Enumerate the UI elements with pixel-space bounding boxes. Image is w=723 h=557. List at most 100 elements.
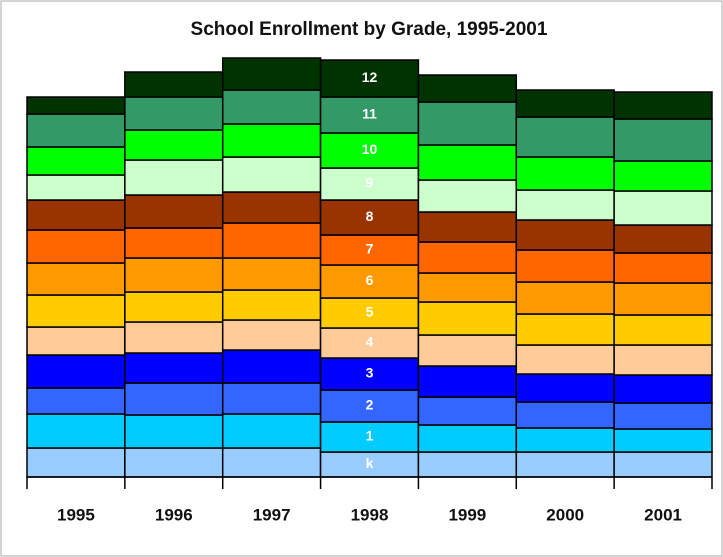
bar-segment bbox=[124, 352, 224, 384]
bar-segment bbox=[124, 291, 224, 323]
segment-label: 12 bbox=[362, 69, 378, 85]
x-tick-label: 1995 bbox=[57, 505, 95, 524]
bar-segment bbox=[515, 427, 615, 453]
segment-label: 4 bbox=[366, 334, 374, 350]
bar-segment bbox=[613, 428, 713, 453]
x-tick-label: 1997 bbox=[253, 505, 291, 524]
x-tick-label: 2001 bbox=[644, 505, 682, 524]
bar-segment bbox=[221, 382, 322, 415]
x-tick-label: 1996 bbox=[155, 505, 193, 524]
bar-segment bbox=[613, 252, 713, 284]
bar-segment bbox=[319, 199, 420, 236]
segment-label: 7 bbox=[366, 241, 374, 257]
segment-label: k bbox=[366, 455, 374, 471]
bar-segment bbox=[417, 74, 518, 103]
x-tick-label: 2000 bbox=[546, 505, 584, 524]
bar-segment bbox=[515, 89, 615, 118]
bar-segment bbox=[613, 160, 713, 192]
bar-segment bbox=[613, 402, 713, 430]
bar-segment bbox=[26, 199, 126, 231]
bar-segment bbox=[417, 241, 518, 274]
bar-segment bbox=[319, 59, 420, 98]
segment-label: 8 bbox=[366, 208, 374, 224]
bar-segment bbox=[124, 447, 224, 478]
bar-segment bbox=[515, 313, 615, 346]
bar-segment bbox=[613, 314, 713, 346]
bar-segment bbox=[124, 321, 224, 354]
bar-segment bbox=[221, 349, 322, 384]
bar-segment bbox=[613, 451, 713, 478]
bar-segment bbox=[26, 354, 126, 389]
bar-segment bbox=[221, 447, 322, 478]
bar-segment bbox=[515, 116, 615, 158]
bar-segment bbox=[26, 146, 126, 176]
bar-segment bbox=[124, 414, 224, 449]
bar-segment bbox=[417, 424, 518, 453]
bar-segment bbox=[319, 264, 420, 299]
bar-segment bbox=[221, 156, 322, 193]
bar-segment bbox=[319, 132, 420, 169]
segment-label: 1 bbox=[366, 428, 374, 444]
bar-segment bbox=[221, 222, 322, 259]
bar-segment bbox=[124, 159, 224, 196]
bar-segment bbox=[417, 396, 518, 426]
chart-title: School Enrollment by Grade, 1995-2001 bbox=[191, 19, 548, 40]
bar-segment bbox=[26, 174, 126, 201]
bar-segment bbox=[221, 413, 322, 449]
bar-segment bbox=[417, 301, 518, 336]
segment-label: 5 bbox=[366, 304, 374, 320]
bar-segment bbox=[221, 319, 322, 351]
segment-label: 3 bbox=[366, 365, 374, 381]
bar-segment bbox=[26, 96, 126, 115]
bar-segment bbox=[417, 365, 518, 398]
bar-segment bbox=[124, 257, 224, 293]
bar-segment bbox=[417, 101, 518, 146]
bar-segment bbox=[515, 219, 615, 251]
bar-segment bbox=[515, 373, 615, 403]
bar-segment bbox=[221, 57, 322, 91]
bar-segment bbox=[124, 71, 224, 98]
x-tick-label: 1999 bbox=[448, 505, 486, 524]
bar-segment bbox=[26, 413, 126, 449]
bar-segment bbox=[124, 96, 224, 131]
bar-segment bbox=[417, 334, 518, 367]
bar-segment bbox=[26, 262, 126, 296]
bar-segment bbox=[221, 191, 322, 224]
bar-segment bbox=[515, 451, 615, 478]
bar-segment bbox=[515, 156, 615, 191]
bar-segment bbox=[613, 224, 713, 254]
bar-segment bbox=[613, 282, 713, 316]
bar-segment bbox=[613, 374, 713, 404]
bar-segment bbox=[515, 344, 615, 375]
segment-label: 10 bbox=[362, 141, 378, 157]
bar-segment bbox=[319, 327, 420, 359]
segment-label: 6 bbox=[366, 272, 374, 288]
bar-segment bbox=[515, 249, 615, 283]
bar-segment bbox=[417, 144, 518, 181]
bar-segment bbox=[515, 281, 615, 315]
bar-segment bbox=[515, 401, 615, 429]
x-tick-label: 1998 bbox=[351, 505, 389, 524]
bar-segment bbox=[26, 229, 126, 264]
bar-segment bbox=[613, 344, 713, 376]
bar-segment bbox=[417, 179, 518, 213]
bar-segment bbox=[124, 129, 224, 161]
bar-segment bbox=[26, 113, 126, 148]
bar-segment bbox=[221, 123, 322, 158]
bar-segment bbox=[26, 387, 126, 415]
bar-segment bbox=[417, 211, 518, 243]
bar-segment bbox=[515, 189, 615, 221]
bar-segment bbox=[124, 382, 224, 416]
bar-segment bbox=[124, 227, 224, 259]
bar-segment bbox=[319, 357, 420, 391]
bar-segment bbox=[417, 451, 518, 478]
bar-segment bbox=[221, 89, 322, 125]
segment-label: 9 bbox=[366, 175, 374, 191]
segment-label: 11 bbox=[362, 106, 377, 122]
bar-segment bbox=[319, 234, 420, 266]
bar-segment bbox=[613, 190, 713, 226]
bar-segment bbox=[26, 447, 126, 478]
bar-segment bbox=[221, 257, 322, 291]
bar-segment bbox=[319, 96, 420, 134]
